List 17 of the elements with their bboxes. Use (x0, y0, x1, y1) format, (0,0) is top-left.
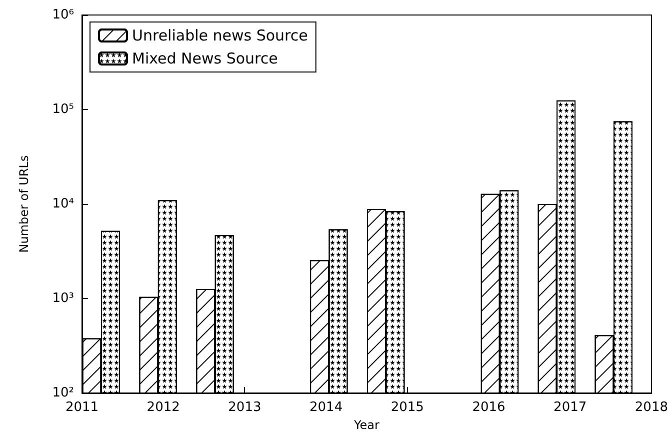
y-tick-label: 10⁵ (52, 102, 74, 117)
x-axis-title: Year (353, 418, 380, 432)
x-tick-label: 2012 (146, 400, 180, 415)
y-axis-title: Number of URLs (17, 155, 31, 253)
y-tick-label: 10² (52, 386, 74, 400)
x-tick-label: 2018 (634, 400, 668, 415)
y-tick-label: 10⁶ (52, 8, 74, 22)
x-tick-label: 2017 (554, 400, 587, 415)
x-tick-label: 2014 (310, 400, 343, 415)
x-tick-label: 2011 (65, 400, 99, 415)
x-tick-label: 2013 (228, 400, 262, 415)
legend-label: Unreliable news Source (132, 26, 308, 44)
y-tick-label: 10⁴ (52, 196, 74, 212)
legend-label: Mixed News Source (132, 50, 278, 68)
x-tick-label: 2016 (472, 400, 506, 415)
x-tick-label: 2015 (390, 400, 424, 415)
y-tick-label: 10³ (52, 291, 74, 306)
